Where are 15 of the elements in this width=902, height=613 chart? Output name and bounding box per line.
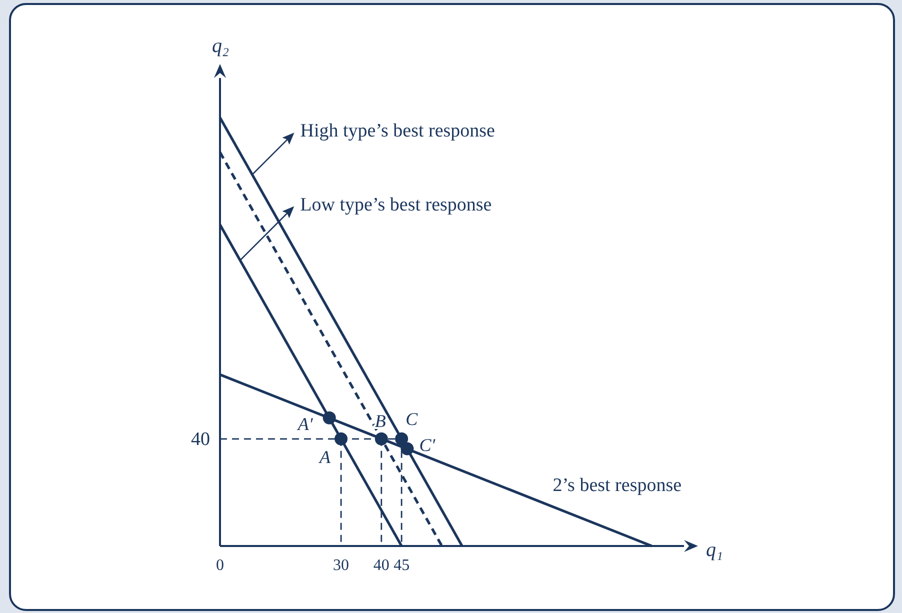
x-tick-label: 30: [333, 557, 350, 574]
x-tick-label: 45: [394, 557, 410, 574]
annotation: 2’s best response: [552, 475, 682, 496]
annotation: A: [318, 446, 332, 467]
annotation: B: [374, 410, 386, 431]
annotation: A′: [296, 414, 314, 434]
x-axis-title: q₁: [706, 539, 723, 561]
x-tick-label: 40: [373, 557, 390, 574]
y-axis-title: q₂: [212, 35, 229, 57]
annotation: 40: [191, 428, 210, 450]
annotation: C′: [419, 434, 436, 455]
annotation: Low type’s best response: [300, 194, 492, 216]
annotation: High type’s best response: [300, 120, 496, 142]
x-tick-label: 0: [216, 557, 224, 574]
annotation: C: [406, 408, 419, 429]
